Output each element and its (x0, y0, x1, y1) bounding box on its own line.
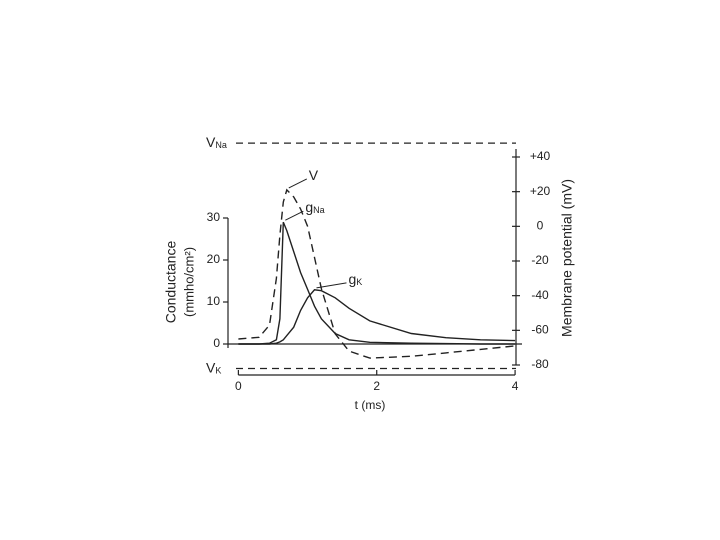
label-leader (316, 282, 347, 289)
x-tick-label: 0 (235, 379, 242, 393)
x-axis-title: t (ms) (355, 398, 386, 412)
series-line (238, 188, 516, 359)
label-leader (288, 178, 308, 189)
label-leader (285, 210, 304, 221)
label-main: g (348, 271, 356, 287)
y-tick-label: 0 (213, 336, 220, 350)
label-sub: Na (215, 141, 227, 151)
label-sub: K (215, 366, 221, 376)
y-tick-label: 20 (207, 252, 221, 266)
y-tick-label: 30 (207, 210, 221, 224)
series-line (238, 289, 516, 345)
y2-tick-label: +40 (530, 149, 551, 163)
x-tick-label: 4 (512, 379, 519, 393)
y-axis-title: (mmho/cm²) (181, 247, 196, 317)
y2-tick-label: 0 (537, 219, 544, 233)
label-sub: K (356, 277, 362, 287)
y2-tick-label: -60 (531, 323, 549, 337)
label-main: V (206, 134, 216, 150)
label-main: V (206, 359, 216, 375)
label-main: g (305, 199, 313, 215)
label-main: V (309, 167, 319, 183)
y2-tick-label: -80 (531, 357, 549, 371)
label: V (309, 167, 319, 183)
label: gK (348, 271, 362, 288)
label: VNa (206, 134, 227, 151)
y2-tick-label: -40 (531, 288, 549, 302)
label: VK (206, 359, 221, 376)
y-axis-title: Conductance (163, 241, 179, 324)
y2-axis-title: Membrane potential (mV) (559, 179, 575, 337)
y-tick-label: 10 (207, 294, 221, 308)
y2-tick-label: +20 (530, 184, 551, 198)
label: gNa (305, 199, 324, 216)
series-line (238, 221, 516, 345)
label-sub: Na (313, 206, 325, 216)
y2-tick-label: -20 (531, 253, 549, 267)
x-tick-label: 2 (373, 379, 380, 393)
